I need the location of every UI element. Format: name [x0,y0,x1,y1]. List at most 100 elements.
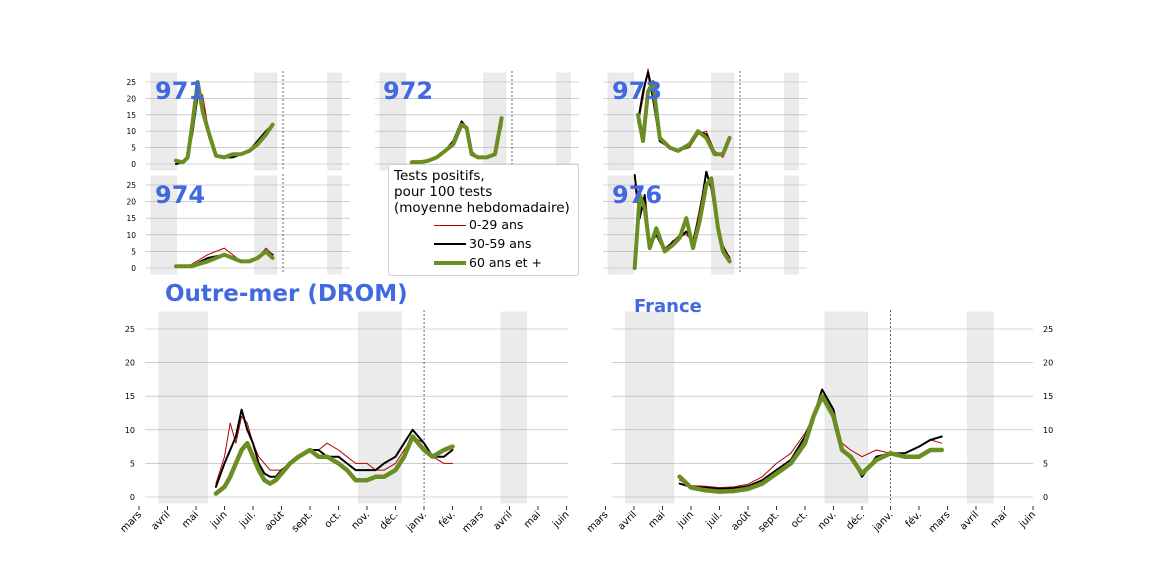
x-tick-label: août [262,509,286,533]
panel-4: 0 5 10 15 20 25 974 [126,174,350,275]
y-tick-label: 0 [130,493,135,502]
y-tick-label: 5 [130,459,135,468]
y-tick-label: 10 [1043,426,1053,435]
y-tick-label: 10 [125,426,135,435]
panel-title: Outre-mer (DROM) [165,281,408,307]
x-tick-label: avril [149,509,172,532]
x-tick-label: mai [522,509,543,530]
shaded-period-3 [784,72,799,171]
legend-title-line-1: Tests positifs, [394,168,485,184]
y-tick-label: 25 [126,181,136,190]
y-tick-label: 25 [125,325,135,334]
legend-entry-mid: 30-59 ans [394,235,578,254]
x-tick-label: janv. [870,509,895,534]
x-tick-label: oct. [323,509,344,530]
series-line-old [174,80,275,165]
y-tick-label: 0 [131,264,136,273]
x-tick-label: avril [958,509,981,532]
y-tick-label: 0 [131,160,136,169]
shaded-period-1 [625,311,675,504]
shaded-period-1 [150,175,177,275]
x-tick-label: janv. [404,509,429,534]
panel-2: 972 [375,71,579,171]
legend-title-line-2: pour 100 tests [394,184,493,200]
shaded-period-1 [379,72,406,171]
y-tick-label: 15 [1043,392,1053,401]
x-tick-label: nov. [816,509,838,531]
series-line-old [677,393,945,494]
y-tick-label: 10 [126,231,136,240]
series-line-old [174,249,275,269]
legend-title-line-3: (moyenne hebdomadaire) [394,200,570,216]
x-tick-label: fév. [436,509,457,530]
y-tick-label: 15 [126,111,136,120]
shaded-period-2 [254,175,278,275]
y-tick-label: 15 [126,214,136,223]
x-tick-label: août [729,509,753,533]
series-line-old [213,434,455,496]
x-tick-label: fév. [903,509,924,530]
panel-title: France [634,296,702,317]
panel-title: 976 [612,181,662,209]
x-tick-label: mars [119,509,145,535]
x-tick-label: juin [208,509,229,530]
y-tick-label: 20 [125,359,135,368]
shaded-period-3 [327,175,342,275]
legend-label-old: 60 ans et + [469,255,542,270]
x-tick-label: mai [989,509,1010,530]
x-tick-label: mai [647,509,668,530]
legend: Tests positifs, pour 100 tests (moyenne … [388,164,579,276]
y-tick-label: 15 [125,392,135,401]
y-tick-label: 20 [126,94,136,103]
legend-entry-old: 60 ans et + [394,254,578,273]
y-tick-label: 5 [131,144,136,153]
panel-title: 972 [383,77,433,105]
x-tick-label: déc. [844,509,867,532]
shaded-period-3 [784,175,799,275]
legend-label-young: 0-29 ans [469,217,524,232]
panel-title: 973 [612,77,662,105]
x-tick-label: sept. [290,509,315,534]
shaded-period-3 [556,72,571,171]
y-tick-label: 5 [131,247,136,256]
shaded-period-1 [607,175,634,275]
x-tick-label: juin [1017,509,1038,530]
panel-1: 0 5 10 15 20 25 971 [126,71,350,171]
y-tick-label: 20 [1043,359,1053,368]
x-tick-label: avril [491,509,514,532]
series-line-mid [678,388,943,490]
shaded-period-2 [254,72,278,171]
shaded-period-1 [607,72,634,171]
shaded-period-3 [500,311,527,504]
panel-5: 976 [603,170,807,275]
shaded-period-3 [967,311,994,504]
series-line-old [632,176,732,270]
x-tick-label: juil. [237,509,258,530]
x-tick-label: mars [585,509,611,535]
x-tick-label: juin [550,509,571,530]
y-tick-label: 10 [126,127,136,136]
shaded-period-3 [327,72,342,171]
y-tick-label: 25 [1043,325,1053,334]
legend-entry-young: 0-29 ans [394,216,578,235]
shaded-period-1 [150,72,177,171]
series-line-mid [214,408,454,488]
x-tick-label: mars [927,509,953,535]
x-tick-label: nov. [350,509,372,531]
x-tick-label: sept. [756,509,781,534]
x-tick-label: mars [461,509,487,535]
y-tick-label: 25 [126,78,136,87]
y-tick-label: 20 [126,198,136,207]
series-line-old [409,116,504,165]
x-tick-label: déc. [377,509,400,532]
shaded-period-2 [358,311,402,504]
panel-title: 971 [155,77,205,105]
x-tick-label: avril [616,509,639,532]
x-tick-label: juil. [704,509,725,530]
panel-title: 974 [155,181,205,209]
panel-3: 973 [603,68,807,171]
x-tick-label: oct. [789,509,810,530]
